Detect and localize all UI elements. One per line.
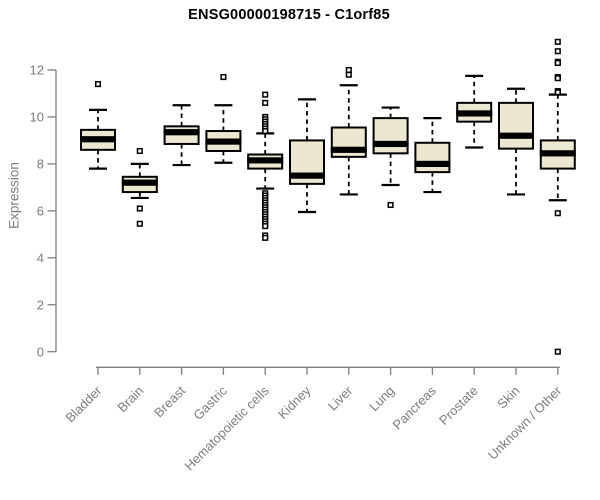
outlier-point <box>262 99 269 106</box>
boxplot-unknown-other <box>539 38 576 355</box>
x-category-label-prostate: Prostate <box>436 383 481 428</box>
outlier-point <box>554 89 561 96</box>
x-category-label-liver: Liver <box>325 383 356 414</box>
outlier-point <box>220 73 227 81</box>
y-tick-label: 6 <box>37 203 44 218</box>
y-tick-label: 4 <box>37 250 44 265</box>
boxplot-bladder <box>80 81 116 170</box>
iqr-box <box>372 117 409 155</box>
outlier-point <box>345 71 352 78</box>
median-line <box>205 138 242 145</box>
outlier-point <box>387 201 394 209</box>
boxplot-brain <box>121 147 158 227</box>
y-axis: 0 2 4 6 8 10 12 <box>30 63 57 359</box>
outlier-point <box>554 348 561 355</box>
outlier-point <box>262 91 269 98</box>
median-line <box>498 132 534 139</box>
y-tick-label: 0 <box>37 344 44 359</box>
outlier-point <box>94 81 102 88</box>
median-line <box>330 146 367 153</box>
boxplot-skin <box>498 87 534 196</box>
median-line <box>456 110 493 117</box>
median-line <box>414 160 451 167</box>
outlier-point <box>554 38 561 45</box>
y-tick-label: 2 <box>37 297 44 312</box>
median-line <box>80 136 116 143</box>
x-category-label-lung: Lung <box>366 383 397 414</box>
x-category-label-bladder: Bladder <box>62 383 105 426</box>
x-category-label-kidney: Kidney <box>275 383 314 422</box>
outlier-point <box>554 59 561 67</box>
median-line <box>539 150 576 157</box>
boxplot-hematopoietic-cells <box>247 91 284 241</box>
y-tick-label: 8 <box>37 157 44 172</box>
y-tick-label: 12 <box>30 63 44 78</box>
boxplot-kidney <box>289 98 325 214</box>
outlier-point <box>136 147 143 155</box>
outlier-point <box>554 48 561 55</box>
y-tick-label: 10 <box>30 110 44 125</box>
outlier-point <box>554 75 561 82</box>
boxplot-lung <box>372 106 409 209</box>
iqr-box <box>414 141 451 174</box>
outlier-point <box>136 205 143 212</box>
outlier-point <box>262 223 269 230</box>
median-line <box>163 129 200 136</box>
x-category-label-pancreas: Pancreas <box>390 383 440 433</box>
chart-title: ENSG00000198715 - C1orf85 <box>188 7 390 23</box>
x-category-label-unknown-other: Unknown / Other <box>485 383 565 463</box>
boxplot-breast <box>163 104 200 167</box>
iqr-box <box>498 101 534 150</box>
x-category-label-skin: Skin <box>494 383 522 411</box>
median-line <box>121 179 158 186</box>
boxplot-gastric <box>205 73 242 164</box>
boxplot-pancreas <box>414 117 451 194</box>
x-category-label-breast: Breast <box>151 383 188 420</box>
median-line <box>247 157 284 164</box>
boxplot-prostate <box>456 74 493 149</box>
outlier-point <box>262 234 269 241</box>
median-line <box>372 140 409 148</box>
outlier-point <box>262 127 269 135</box>
median-line <box>289 172 325 179</box>
x-category-label-brain: Brain <box>114 383 146 415</box>
boxplot-liver <box>330 66 367 196</box>
outlier-point <box>554 210 561 217</box>
x-category-label-gastric: Gastric <box>190 383 230 423</box>
outlier-point <box>136 220 143 227</box>
outlier-point <box>345 66 352 74</box>
